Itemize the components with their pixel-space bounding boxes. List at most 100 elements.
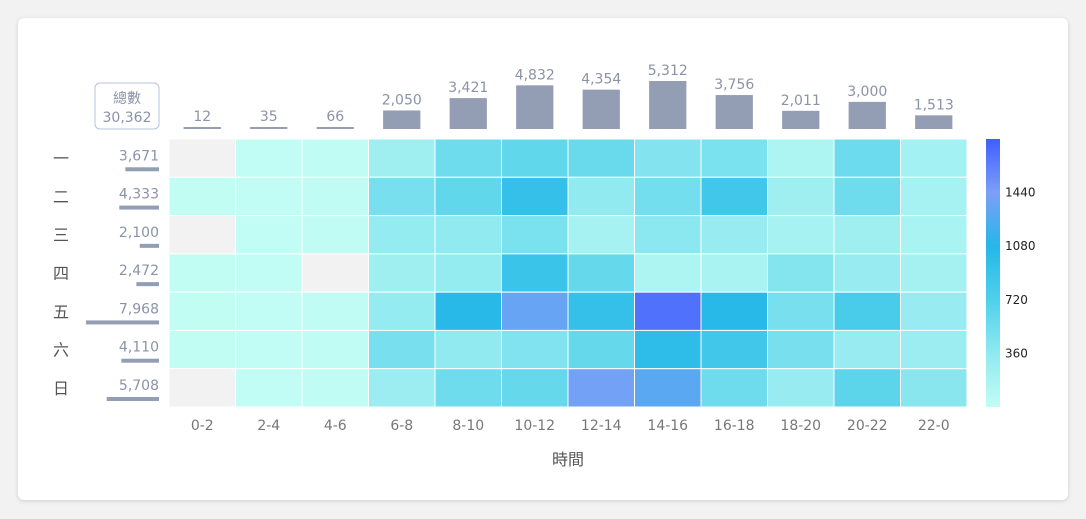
column-total-bar (516, 85, 554, 129)
heatmap-cell (368, 138, 436, 178)
heatmap-cell (700, 253, 768, 293)
x-tick-label: 0-2 (191, 418, 214, 434)
heatmap-cell (700, 176, 768, 217)
heatmap-cell (501, 368, 569, 408)
heatmap-cell (168, 253, 236, 293)
column-total-bar (848, 101, 886, 129)
column-total-label: 4,832 (515, 67, 555, 83)
column-total-bar (383, 110, 421, 129)
x-tick-label: 20-22 (847, 418, 888, 434)
column-total-label: 3,756 (714, 77, 754, 93)
heatmap-cell (235, 253, 303, 293)
heatmap-cell (368, 291, 436, 331)
heatmap-cell (567, 368, 635, 408)
heatmap-cell (700, 215, 768, 255)
heatmap-cell (368, 215, 436, 255)
heatmap-cell (501, 291, 569, 331)
x-tick-label: 2-4 (257, 418, 280, 434)
row-total-bar (139, 243, 159, 248)
heatmap-cell (900, 138, 968, 178)
heatmap-cell (700, 138, 768, 178)
column-total-bar (715, 95, 753, 129)
heatmap-cell (900, 215, 968, 255)
heatmap-cell (235, 291, 303, 331)
x-axis-title: 時間 (552, 450, 584, 469)
heatmap-cell (501, 215, 569, 255)
heatmap-cell (567, 291, 635, 331)
heatmap-cell (700, 329, 768, 370)
heatmap-cell (168, 138, 236, 178)
y-tick-label: 四 (53, 264, 69, 283)
column-total-label: 1,513 (914, 97, 954, 113)
heatmap-cell (634, 176, 702, 217)
heatmap-cell (567, 138, 635, 178)
x-tick-label: 16-18 (714, 418, 755, 434)
heatmap-cell (634, 329, 702, 370)
heatmap-cell (634, 253, 702, 293)
heatmap-cell (168, 329, 236, 370)
heatmap-cell (767, 138, 835, 178)
total-value: 30,362 (103, 110, 152, 126)
heatmap-cell (501, 176, 569, 217)
heatmap-cell (368, 253, 436, 293)
heatmap-cell (434, 291, 502, 331)
heatmap-cell (434, 253, 502, 293)
heatmap-cell (900, 176, 968, 217)
row-total-bar (136, 282, 159, 287)
heatmap-cell (634, 368, 702, 408)
heatmap-cell (567, 215, 635, 255)
x-tick-label: 22-0 (918, 418, 950, 434)
heatmap-cell (301, 253, 369, 293)
heatmap-cell (501, 138, 569, 178)
row-total-bar (119, 205, 159, 210)
heatmap-cell (900, 329, 968, 370)
heatmap-cell (301, 291, 369, 331)
heatmap-cell (434, 329, 502, 370)
heatmap-cell (235, 368, 303, 408)
heatmap-cell (434, 138, 502, 178)
row-total-label: 4,110 (119, 340, 159, 356)
column-total-label: 3,421 (448, 80, 488, 96)
color-scale-bar (986, 139, 1000, 407)
row-total-bar (121, 358, 159, 363)
heatmap-cell (767, 253, 835, 293)
heatmap-cell (767, 215, 835, 255)
heatmap-cell (501, 329, 569, 370)
heatmap-cell (301, 215, 369, 255)
heatmap-cell (833, 329, 901, 370)
column-total-bar (183, 127, 221, 129)
x-tick-label: 10-12 (514, 418, 555, 434)
heatmap-cell (235, 138, 303, 178)
y-tick-label: 六 (53, 341, 69, 360)
heatmap-cell (767, 368, 835, 408)
heatmap-cell (900, 253, 968, 293)
heatmap-cell (235, 329, 303, 370)
column-total-label: 5,312 (648, 63, 688, 79)
row-total-label: 3,671 (119, 148, 159, 164)
y-tick-label: 五 (53, 302, 69, 321)
heatmap-cell (168, 215, 236, 255)
heatmap-cell (833, 176, 901, 217)
heatmap-cell (767, 176, 835, 217)
heatmap-cell (235, 215, 303, 255)
heatmap-cell (900, 291, 968, 331)
x-tick-label: 12-14 (581, 418, 622, 434)
total-box (94, 82, 160, 130)
column-total-label: 4,354 (581, 72, 621, 88)
heatmap-cell (434, 368, 502, 408)
y-tick-label: 一 (53, 149, 69, 168)
heatmap-cell (368, 368, 436, 408)
y-tick-label: 二 (53, 187, 69, 206)
heatmap-cell (301, 138, 369, 178)
column-total-bar (915, 115, 953, 129)
heatmap-cell (301, 368, 369, 408)
column-total-bar (449, 98, 487, 129)
color-scale-tick: 1440 (1005, 186, 1036, 200)
heatmap-cell (567, 176, 635, 217)
heatmap-cell (833, 253, 901, 293)
row-total-label: 2,100 (119, 225, 159, 241)
column-total-bar (316, 127, 354, 129)
row-total-bar (86, 320, 159, 325)
color-scale-tick: 1080 (1005, 239, 1036, 253)
heatmap-cell (501, 253, 569, 293)
